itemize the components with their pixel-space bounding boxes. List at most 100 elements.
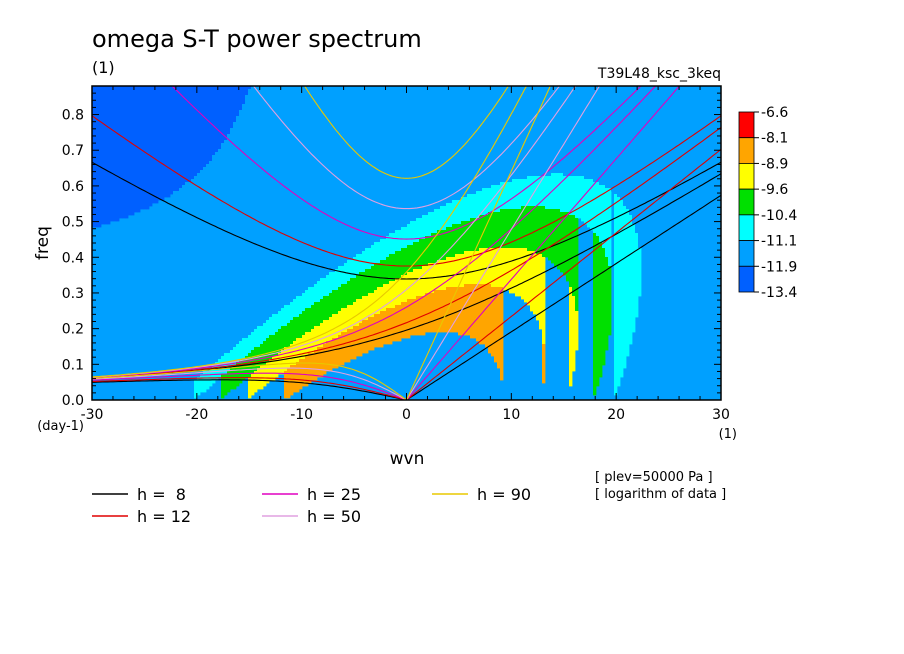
field-cell	[140, 86, 144, 210]
colorbar-swatch	[738, 137, 755, 164]
field-cell	[410, 221, 414, 246]
field-cell	[443, 206, 447, 231]
field-cell	[485, 86, 489, 189]
field-cell	[395, 251, 399, 279]
field-cell	[389, 308, 393, 345]
field-cell	[329, 272, 333, 294]
field-cell	[404, 227, 408, 249]
legend-label: h = 8	[137, 485, 186, 504]
field-cell	[551, 209, 555, 264]
colorbar-label: -6.6	[761, 105, 788, 121]
field-cell	[455, 200, 459, 225]
field-cell	[413, 299, 417, 336]
field-cell	[194, 86, 198, 177]
field-cell	[212, 86, 216, 156]
field-cell	[149, 86, 153, 207]
field-cell	[338, 287, 342, 312]
field-cell	[638, 86, 642, 249]
field-cell	[485, 188, 489, 216]
field-cell	[455, 287, 459, 333]
field-cell	[275, 314, 279, 333]
field-cell	[401, 275, 405, 303]
field-cell	[356, 275, 360, 300]
field-cell	[608, 188, 612, 267]
field-cell	[350, 86, 354, 261]
title-unit: (1)	[92, 58, 115, 77]
field-cell	[347, 305, 351, 330]
field-cell	[455, 254, 459, 288]
field-cell	[488, 86, 492, 189]
field-cell	[596, 236, 600, 387]
field-cell	[500, 86, 504, 183]
field-cell	[197, 173, 201, 378]
field-cell	[230, 350, 234, 369]
dispersion-curve-ig1	[92, 161, 721, 280]
field-cell	[359, 323, 363, 357]
field-cell	[386, 257, 390, 285]
field-cell	[476, 251, 480, 285]
field-cell	[284, 305, 288, 327]
field-cell	[473, 284, 477, 339]
field-cell	[419, 239, 423, 270]
field-cell	[242, 338, 246, 360]
field-cell	[383, 260, 387, 285]
field-cell	[503, 248, 507, 291]
field-cell	[407, 224, 411, 246]
field-cell	[584, 179, 588, 225]
field-cell	[431, 293, 435, 333]
field-cell	[296, 86, 300, 297]
field-cell	[461, 254, 465, 288]
field-cell	[356, 326, 360, 357]
field-cell	[374, 242, 378, 264]
field-cell	[635, 233, 639, 318]
field-cell	[617, 197, 621, 387]
field-cell	[176, 191, 180, 396]
field-cell	[593, 86, 597, 183]
field-cell	[521, 179, 525, 207]
field-cell	[467, 194, 471, 222]
field-cell	[194, 176, 198, 381]
field-cell	[575, 311, 579, 351]
colorbar-label: -10.4	[761, 208, 797, 224]
field-cell	[632, 224, 636, 333]
field-cell	[353, 86, 357, 258]
spectrum-field	[92, 86, 721, 400]
field-cell	[326, 86, 330, 276]
field-cell	[320, 347, 324, 378]
field-cell	[395, 86, 399, 231]
field-cell	[269, 359, 273, 381]
field-cell	[200, 170, 204, 375]
field-cell	[272, 314, 276, 336]
field-cell	[581, 176, 585, 222]
field-cell	[320, 278, 324, 300]
field-cell	[488, 212, 492, 249]
field-cell	[551, 86, 555, 174]
field-cell	[392, 86, 396, 234]
colorbar-label: -9.6	[761, 182, 788, 198]
field-cell	[344, 284, 348, 309]
field-cell	[536, 176, 540, 207]
field-cell	[485, 248, 489, 285]
field-cell	[473, 86, 477, 195]
field-cell	[422, 239, 426, 267]
field-cell	[425, 236, 429, 267]
field-cell	[377, 242, 381, 264]
field-cell	[494, 86, 498, 186]
field-cell	[305, 356, 309, 387]
field-cell	[257, 86, 261, 327]
field-cell	[221, 374, 225, 399]
field-cell	[506, 182, 510, 210]
field-cell	[275, 356, 279, 378]
field-cell	[434, 263, 438, 291]
dispersion-curve-ig1	[252, 86, 561, 210]
field-cell	[389, 86, 393, 234]
field-cell	[389, 281, 393, 309]
field-cell	[332, 314, 336, 339]
field-cell	[290, 320, 294, 345]
field-cell	[437, 209, 441, 231]
legend-label: h = 90	[477, 485, 531, 504]
dispersion-curve-kelvin	[406, 86, 601, 400]
field-cell	[533, 251, 537, 315]
field-cell	[197, 377, 201, 396]
field-cell	[386, 86, 390, 237]
